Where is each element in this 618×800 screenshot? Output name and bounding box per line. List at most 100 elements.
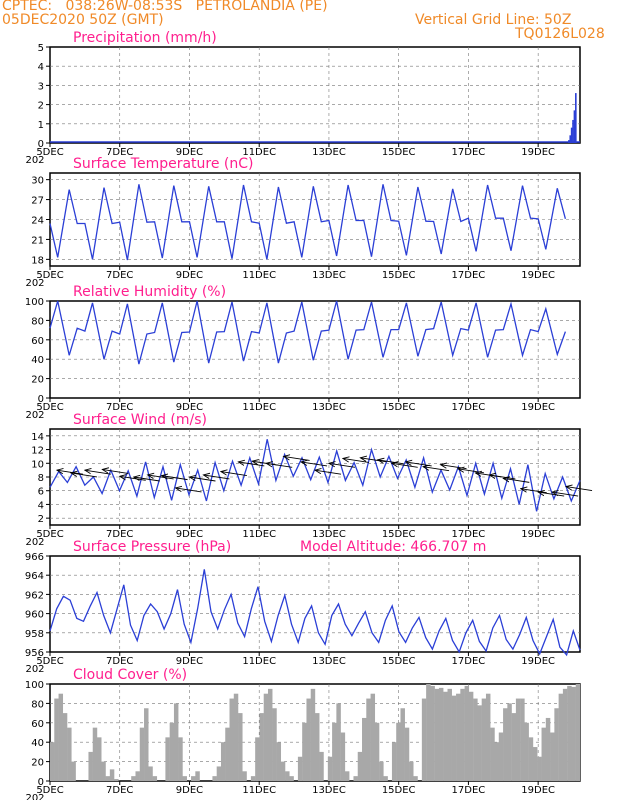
precip-frame [49,46,581,144]
wind-arrow [503,478,530,483]
cloud-bar [233,693,239,781]
cloud-xtick-label: 19DEC [521,785,555,796]
cloud-xtick-label: 13DEC [312,785,346,796]
cloud-xtick-label: 7DEC [106,785,133,796]
cloud-bar [464,685,470,781]
precip-xtick-label: 17DEC [452,147,486,158]
precip-bar [572,119,574,143]
pres-xtick-label: 11DEC [242,656,276,667]
wind-xtick-label: 5DEC [36,529,63,540]
cloud-ytick-label: 40 [31,738,44,749]
cloud-bar [62,713,68,781]
cloud-bar [54,698,59,781]
rh-ytick-label: 100 [25,297,44,308]
pres-year-fragment: 202 [25,664,44,675]
precip-xtick-label: 7DEC [106,147,133,158]
cloud-ytick-label: 80 [31,699,44,710]
cloud-bar [315,713,320,781]
cloud-bar [447,688,452,781]
cloud-bar [259,713,264,781]
precip-ytick-label: 4 [38,62,44,73]
precip-bar [570,127,573,143]
cloud-bar [131,776,136,781]
cloud-bar [567,685,572,781]
precip-xtick-label: 13DEC [312,147,346,158]
cloud-bar [370,693,376,781]
pres-ytick-label: 960 [25,610,44,621]
wind-arrow [360,458,387,463]
cloud-bar [503,708,508,781]
temp-ytick-label: 18 [31,255,44,266]
cloud-bar [409,761,414,781]
cloud-bar [374,722,380,781]
cloud-bar [67,727,72,781]
wind-xtick-label: 13DEC [312,529,346,540]
cloud-bar [550,732,555,781]
cloud-bar [225,727,230,781]
wind-arrow [284,456,310,461]
cloud-year-fragment: 202 [25,793,44,800]
wind-arrow [423,467,450,472]
cloud-ytick-label: 20 [31,758,44,769]
cloud-bar [212,776,217,781]
precip-xtick-label: 11DEC [242,147,276,158]
wind-ytick-label: 6 [38,487,44,498]
pres-xtick-label: 5DEC [36,656,63,667]
cloud-bar [362,717,367,781]
wind-xtick-label: 15DEC [382,529,416,540]
rh-xtick-label: 17DEC [452,402,486,413]
wind-ytick-label: 14 [31,432,44,443]
rh-xtick-label: 13DEC [312,402,346,413]
precip-xtick-label: 9DEC [176,147,203,158]
wind-arrow [85,470,111,475]
wind-arrow [458,469,485,474]
cloud-bar [229,698,234,781]
temp-xtick-label: 5DEC [36,270,63,281]
cloud-bar [71,761,76,781]
cloud-bar [173,703,179,781]
cloud-bar [366,698,371,781]
cloud-bar [306,698,311,781]
temp-ytick-label: 24 [31,216,44,227]
cloud-bar [332,722,337,781]
cloud-bar [297,756,303,781]
pres-ytick-label: 958 [25,629,44,640]
pres-frame [49,555,581,653]
wind-arrow [221,472,247,476]
precip-bar [573,110,576,143]
temp-xtick-label: 19DEC [521,270,555,281]
cloud-bar [327,756,333,781]
cloud-bar [396,722,401,781]
cloud-bar [92,727,98,781]
rh-ytick-label: 60 [31,336,44,347]
header-date: 05DEC2020 50Z (GMT) [2,12,164,28]
wind-arrow [301,462,328,467]
pres-title: Surface Pressure (hPa) [73,539,231,555]
cloud-bar [105,776,111,781]
rh-title: Relative Humidity (%) [73,284,226,300]
cloud-bar [490,727,495,781]
cloud-bar [114,779,119,781]
wind-xtick-label: 7DEC [106,529,133,540]
cloud-bar [272,708,277,781]
cloud-bar [139,727,145,781]
precip-bar [569,135,572,143]
cloud-bar [575,684,581,781]
pres-xtick-label: 19DEC [521,656,555,667]
cloud-bar [216,766,222,781]
cloud-ytick-label: 0 [38,777,44,788]
wind-arrow [343,458,369,463]
cloud-xtick-label: 17DEC [452,785,486,796]
temp-xtick-label: 15DEC [382,270,416,281]
wind-ytick-label: 2 [38,514,44,525]
cloud-bar [541,727,547,781]
cloud-title: Cloud Cover (%) [73,667,187,683]
cloud-bar [144,708,149,781]
cloud-bar [532,747,538,781]
cloud-bar [165,737,170,781]
cloud-bar [400,708,405,781]
cloud-bar [545,717,551,781]
wind-ytick-label: 10 [31,459,44,470]
cloud-bar [473,698,478,781]
